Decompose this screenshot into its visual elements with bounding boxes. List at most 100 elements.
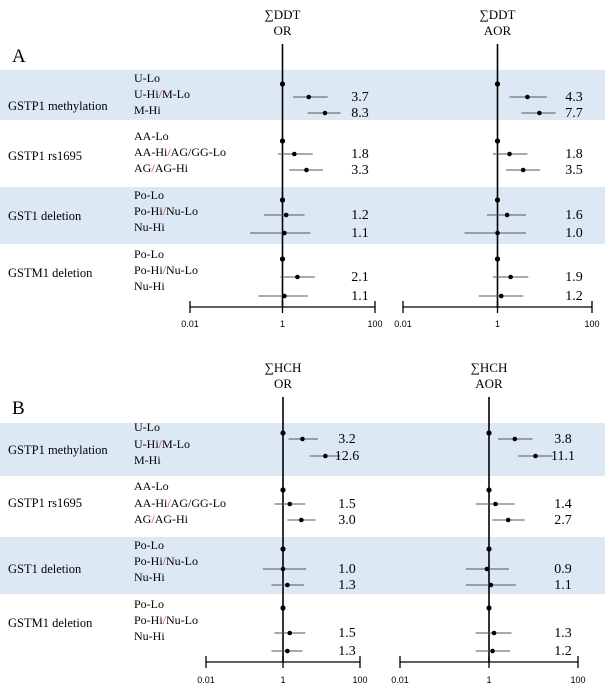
point-estimate <box>494 197 501 203</box>
point-estimate <box>280 430 286 436</box>
sub-label: Po-Lo <box>134 247 164 261</box>
group-label: GST1 deletion <box>8 562 82 576</box>
plot-header-statistic: OR <box>273 23 291 38</box>
plot-header-measure: ∑DDT <box>265 7 301 22</box>
point-estimate <box>512 436 518 442</box>
sub-label-slash: / <box>163 204 167 218</box>
sub-label-part: Nu-Lo <box>166 204 198 218</box>
estimate-value-label: 4.3 <box>565 90 583 105</box>
sub-label-part: Po-Hi <box>134 263 163 277</box>
sub-label-part: Nu-Lo <box>166 613 198 627</box>
sub-label-slash: / <box>167 496 171 510</box>
estimate-value-label: 8.3 <box>351 106 369 121</box>
sub-label: AG/AG-Hi <box>134 512 189 526</box>
point-estimate <box>498 293 504 299</box>
x-tick-label: 0.01 <box>181 319 199 329</box>
group-label: GSTP1 rs1695 <box>8 496 82 510</box>
point-estimate <box>292 151 297 157</box>
sub-label-part: AG-Hi <box>155 161 189 175</box>
estimate-value-label: 3.3 <box>351 163 369 178</box>
sub-label: AA-Hi/AG/GG-Lo <box>134 145 226 159</box>
point-estimate <box>299 517 304 523</box>
sub-label: U-Lo <box>134 71 160 85</box>
estimate-value-label: 0.9 <box>554 562 572 577</box>
group-band <box>0 423 605 476</box>
sub-label: AA-Hi/AG/GG-Lo <box>134 496 226 510</box>
point-estimate <box>490 648 495 654</box>
point-estimate <box>520 167 526 173</box>
sub-label-part: M-Lo <box>162 87 190 101</box>
point-estimate <box>287 630 293 636</box>
sub-label-part: GG-Lo <box>191 496 226 510</box>
point-estimate <box>279 256 286 262</box>
estimate-value-label: 7.7 <box>565 106 583 121</box>
point-estimate <box>486 546 492 552</box>
point-estimate <box>525 94 530 100</box>
estimate-value-label: 1.2 <box>565 289 583 304</box>
point-estimate <box>486 605 492 611</box>
sub-label: Po-Lo <box>134 597 164 611</box>
estimate-value-label: 1.0 <box>565 226 583 241</box>
sub-label: Po-Hi/Nu-Lo <box>134 204 198 218</box>
x-tick-label: 100 <box>584 319 599 329</box>
point-estimate <box>491 630 497 636</box>
point-estimate <box>323 453 328 459</box>
sub-label-part: AG-Hi <box>155 512 189 526</box>
group-label: GSTP1 rs1695 <box>8 149 82 163</box>
sub-label-slash: / <box>163 263 167 277</box>
panel-label-A: A <box>12 46 26 67</box>
sub-label-part: M-Lo <box>162 437 190 451</box>
x-tick-label: 1 <box>495 319 500 329</box>
point-estimate <box>306 94 312 100</box>
sub-label-part: M-Hi <box>134 103 161 117</box>
sub-label-part: Po-Hi <box>134 613 163 627</box>
sub-label: U-Lo <box>134 420 160 434</box>
sub-label: Nu-Hi <box>134 570 165 584</box>
sub-label-slash: / <box>159 437 163 451</box>
group-band <box>0 70 605 120</box>
estimate-value-label: 1.9 <box>565 270 583 285</box>
point-estimate <box>495 230 500 236</box>
estimate-value-label: 3.0 <box>338 513 356 528</box>
sub-label-part: AG <box>134 512 152 526</box>
estimate-value-label: 1.3 <box>554 626 572 641</box>
point-estimate <box>322 110 328 116</box>
point-estimate <box>280 487 286 493</box>
point-estimate <box>494 81 501 87</box>
estimate-value-label: 1.0 <box>338 562 356 577</box>
x-tick-label: 100 <box>367 319 382 329</box>
point-estimate <box>486 487 492 493</box>
sub-label-slash: / <box>151 161 155 175</box>
x-tick-label: 0.01 <box>197 675 215 685</box>
plot-header-statistic: AOR <box>484 23 512 38</box>
sub-label-part: Nu-Hi <box>134 570 165 584</box>
estimate-value-label: 1.2 <box>351 208 369 223</box>
sub-label-part: Po-Lo <box>134 597 164 611</box>
sub-label: M-Hi <box>134 453 161 467</box>
sub-label-part: M-Hi <box>134 453 161 467</box>
point-estimate <box>494 256 501 262</box>
estimate-value-label: 1.8 <box>351 147 369 162</box>
sub-label: AA-Lo <box>134 129 169 143</box>
estimate-value-label: 1.5 <box>338 626 356 641</box>
x-tick-label: 1 <box>486 675 491 685</box>
x-tick-label: 0.01 <box>394 319 412 329</box>
point-estimate <box>282 293 287 299</box>
plot-header-measure: ∑DDT <box>480 7 516 22</box>
group-label: GST1 deletion <box>8 209 82 223</box>
plot-header-statistic: AOR <box>475 376 503 391</box>
point-estimate <box>282 230 287 236</box>
sub-label-part: Nu-Hi <box>134 220 165 234</box>
point-estimate <box>279 81 286 87</box>
estimate-value-label: 1.8 <box>565 147 583 162</box>
estimate-value-label: 2.1 <box>351 270 369 285</box>
point-estimate <box>508 274 513 280</box>
point-estimate <box>279 138 286 144</box>
group-label: GSTP1 methylation <box>8 99 108 113</box>
point-estimate <box>507 151 512 157</box>
point-estimate <box>537 110 542 116</box>
sub-label-part: AA-Lo <box>134 479 169 493</box>
sub-label: AA-Lo <box>134 479 169 493</box>
sub-label: Po-Hi/Nu-Lo <box>134 554 198 568</box>
plot-header-measure: ∑HCH <box>265 360 302 375</box>
